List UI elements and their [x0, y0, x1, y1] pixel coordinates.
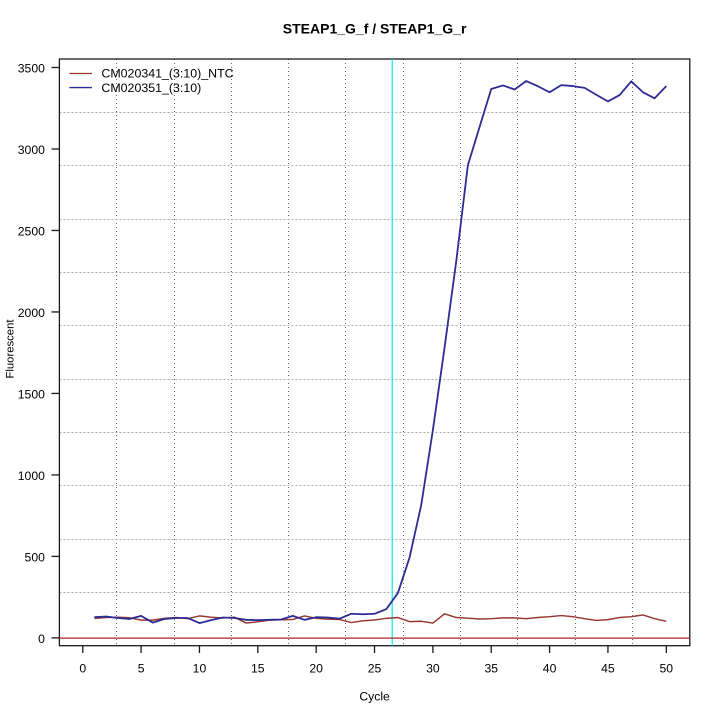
svg-text:20: 20: [309, 661, 323, 675]
svg-text:CM020341_(3:10)_NTC: CM020341_(3:10)_NTC: [101, 67, 233, 81]
svg-text:2000: 2000: [18, 306, 45, 320]
svg-text:3000: 3000: [18, 143, 45, 157]
svg-text:Fluorescent: Fluorescent: [5, 319, 17, 379]
svg-text:25: 25: [368, 661, 382, 675]
svg-text:45: 45: [601, 661, 615, 675]
svg-text:10: 10: [193, 661, 207, 675]
svg-text:500: 500: [25, 551, 46, 565]
svg-text:50: 50: [660, 661, 674, 675]
svg-text:1500: 1500: [18, 388, 45, 402]
svg-text:3500: 3500: [18, 62, 45, 76]
svg-text:Cycle: Cycle: [359, 689, 390, 703]
svg-text:5: 5: [138, 661, 145, 675]
svg-text:30: 30: [426, 661, 440, 675]
svg-text:CM020351_(3:10): CM020351_(3:10): [101, 81, 201, 95]
svg-text:35: 35: [484, 661, 498, 675]
svg-text:0: 0: [79, 661, 86, 675]
svg-text:0: 0: [38, 632, 45, 646]
svg-text:40: 40: [543, 661, 557, 675]
svg-text:STEAP1_G_f / STEAP1_G_r: STEAP1_G_f / STEAP1_G_r: [283, 21, 467, 37]
svg-text:1000: 1000: [18, 469, 45, 483]
svg-text:2500: 2500: [18, 225, 45, 239]
svg-text:15: 15: [251, 661, 265, 675]
